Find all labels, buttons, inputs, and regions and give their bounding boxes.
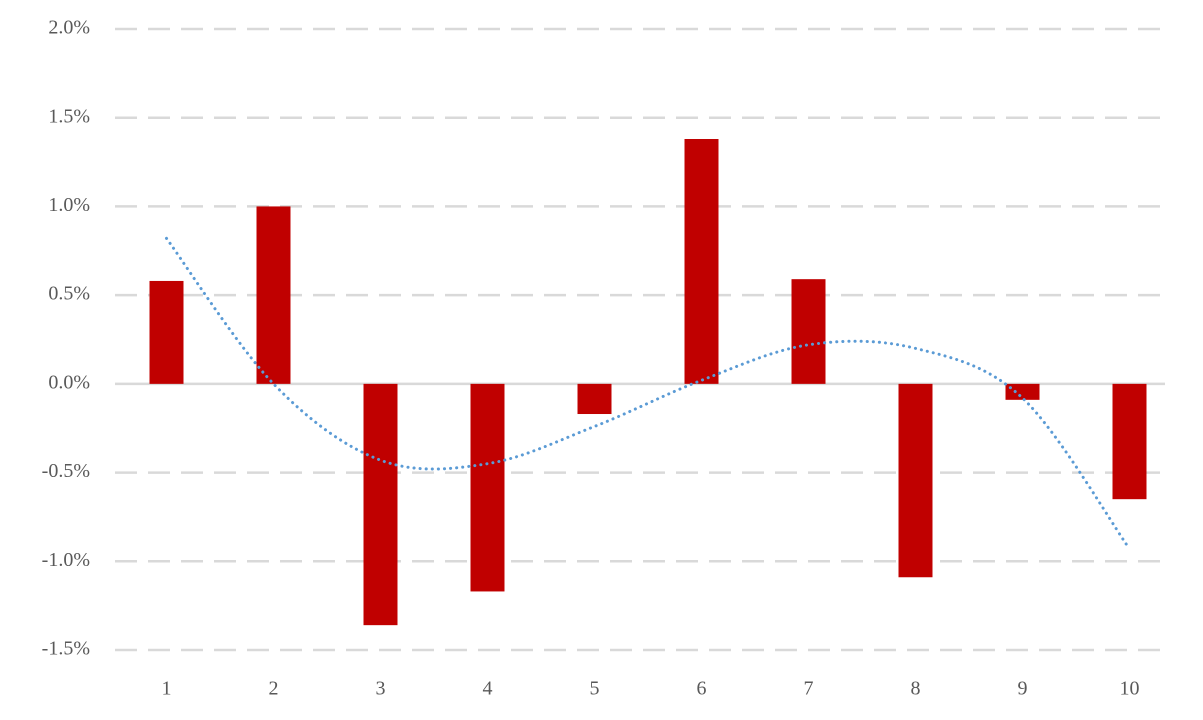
bar [149,280,184,384]
bar [1005,383,1040,400]
bar [898,383,933,578]
y-tick-label: 0.0% [48,371,90,393]
x-tick-label: 10 [1120,678,1140,700]
bar [256,206,291,384]
y-tick-label: -0.5% [42,460,90,482]
bar [470,383,505,592]
y-tick-label: -1.0% [42,549,90,571]
bar [1112,383,1147,500]
bar [791,279,826,384]
x-tick-label: 8 [911,678,921,700]
x-tick-label: 9 [1018,678,1028,700]
x-tick-label: 7 [804,678,814,700]
x-tick-label: 1 [162,678,172,700]
y-tick-label: 0.5% [48,283,90,305]
y-tick-label: -1.5% [42,638,90,660]
bar [363,383,398,626]
y-tick-label: 2.0% [48,17,90,39]
y-tick-label: 1.0% [48,194,90,216]
bar [684,139,719,384]
bar [577,383,612,415]
x-tick-label: 2 [269,678,279,700]
x-tick-label: 3 [376,678,386,700]
trend-line [165,236,1131,551]
y-tick-label: 1.5% [48,105,90,127]
x-tick-label: 5 [590,678,600,700]
x-tick-label: 4 [483,678,493,700]
x-tick-label: 6 [697,678,707,700]
